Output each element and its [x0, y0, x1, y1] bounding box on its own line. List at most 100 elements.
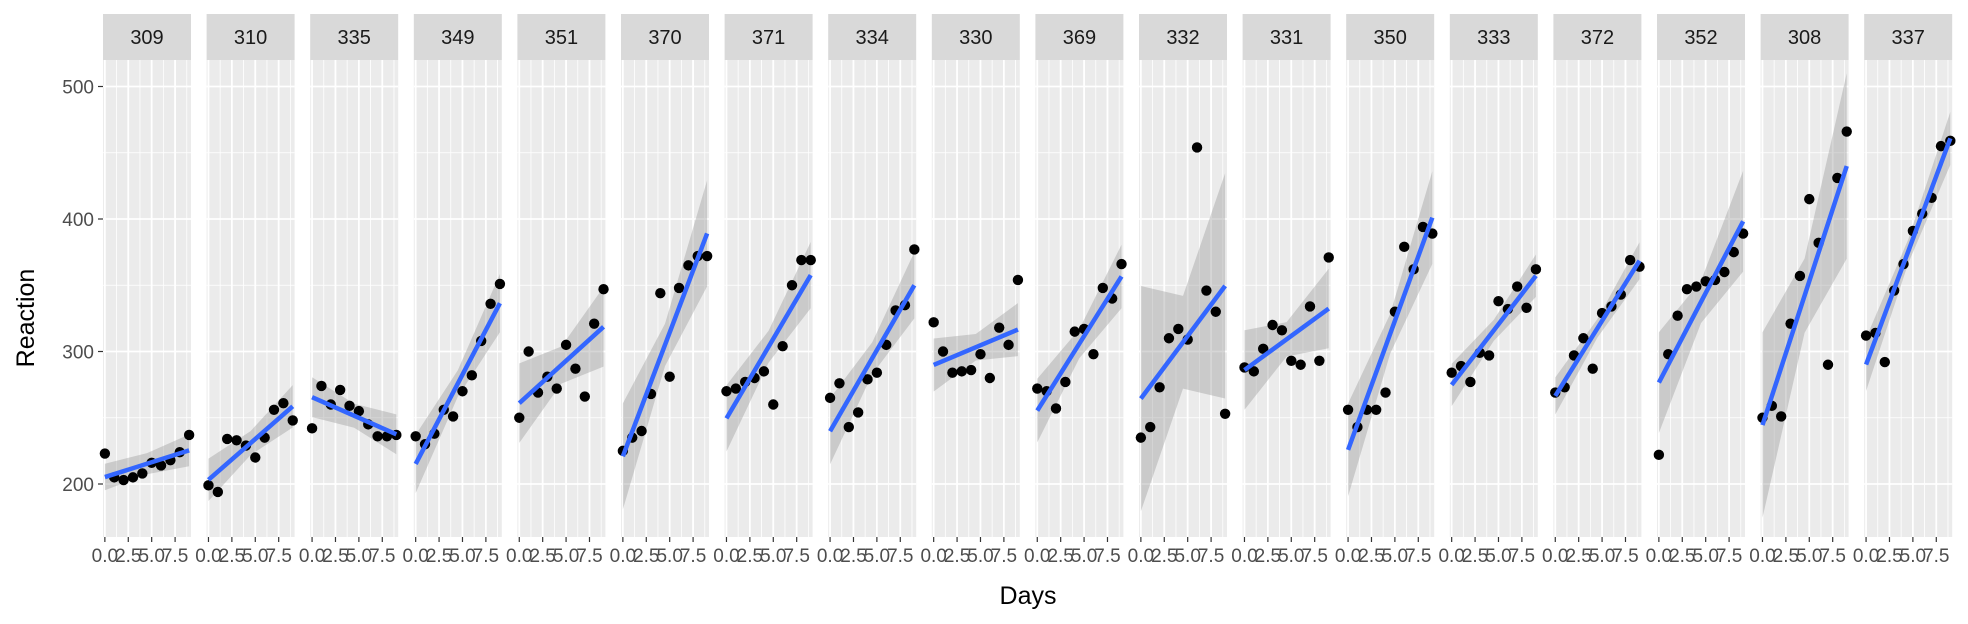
data-point [1775, 411, 1787, 422]
panel-background [1449, 60, 1538, 537]
data-point [1219, 408, 1231, 419]
x-tick-label: 7.5 [1301, 546, 1327, 567]
panel-background [1139, 60, 1227, 537]
data-point [278, 397, 289, 409]
facet-strip-label: 310 [234, 27, 267, 49]
data-point [212, 486, 224, 498]
data-point [1060, 376, 1071, 388]
panel-background [103, 60, 191, 537]
data-point [824, 392, 836, 404]
x-tick-label: 5.0 [1174, 546, 1200, 567]
fit-line [1243, 306, 1331, 372]
data-point [306, 423, 318, 434]
data-point [956, 366, 967, 377]
facet-strip [828, 14, 917, 60]
x-tick-label: 7.5 [473, 546, 499, 567]
x-tick-label: 5.0 [1278, 546, 1304, 567]
data-point [1370, 404, 1382, 415]
data-point [1154, 382, 1165, 393]
data-point [1521, 302, 1532, 313]
x-axis-title: Days [1000, 582, 1057, 610]
data-point [673, 282, 685, 294]
data-point [758, 366, 770, 377]
x-tick-label: 2.5 [633, 546, 659, 567]
facet-strip-label: 372 [1581, 27, 1614, 49]
data-point [410, 431, 421, 442]
x-tick-label: 5.0 [1589, 546, 1615, 567]
data-point [1935, 140, 1947, 152]
data-point [1841, 126, 1852, 137]
fit-line [1760, 165, 1849, 426]
data-point [268, 404, 280, 415]
facet-panel: 332 0.02.55.07.5 [1128, 14, 1231, 567]
data-point [1417, 221, 1429, 233]
data-point [1032, 383, 1043, 394]
x-tick-label: 0.0 [1335, 546, 1361, 567]
data-point [137, 468, 148, 479]
data-point [1446, 367, 1457, 378]
facet-strip [931, 14, 1020, 60]
data-point [1201, 285, 1212, 296]
fit-line [1553, 259, 1642, 398]
facet-panel: 370 0.02.55.07.5 [610, 14, 713, 567]
fit-line [1863, 137, 1953, 366]
data-point [372, 431, 383, 442]
data-point [588, 318, 600, 329]
facet-strip [103, 14, 191, 60]
y-tick-label: 400 [62, 210, 94, 231]
facet-panel: 310 0.02.55.07.5 [195, 14, 298, 567]
data-point [843, 421, 854, 433]
data-point [1681, 284, 1693, 295]
facet-strip-label: 335 [338, 27, 371, 49]
data-point [1088, 348, 1099, 360]
panel-background [517, 60, 606, 537]
facet-panel: 350 0.02.55.07.5 [1335, 14, 1438, 567]
x-tick-label: 5.0 [553, 546, 579, 567]
data-point [965, 364, 977, 376]
x-tick-label: 0.0 [610, 546, 636, 567]
data-point [777, 341, 788, 352]
data-point [1191, 142, 1203, 153]
facet-strip-label: 337 [1892, 27, 1925, 49]
data-point [1794, 270, 1806, 282]
data-point [1587, 363, 1598, 374]
x-tick-label: 7.5 [887, 546, 913, 567]
x-tick-label: 5.0 [1692, 546, 1718, 567]
x-tick-label: 7.5 [1819, 546, 1845, 567]
facet-strip-label: 334 [856, 27, 889, 49]
facet-strip-label: 331 [1270, 27, 1303, 49]
x-tick-label: 5.0 [656, 546, 682, 567]
x-tick-label: 5.0 [967, 546, 993, 567]
data-point [1295, 359, 1306, 370]
data-point [155, 460, 167, 471]
x-tick-label: 2.5 [944, 546, 970, 567]
facet-strip-label: 330 [959, 27, 992, 49]
x-tick-label: 7.5 [162, 546, 188, 567]
data-point [862, 374, 873, 385]
data-point [871, 367, 883, 378]
panel-background [1864, 60, 1953, 537]
x-tick-label: 0.0 [920, 546, 946, 567]
data-point [1493, 295, 1504, 307]
panel-background [1346, 60, 1435, 537]
data-point [523, 346, 534, 357]
data-point [551, 383, 562, 394]
x-tick-label: 7.5 [991, 546, 1017, 567]
data-point [683, 260, 694, 271]
data-point [909, 244, 920, 255]
y-axis: 200 300 400 500 [62, 78, 103, 496]
facet-strip-label: 349 [441, 27, 474, 49]
facet-strip-label: 351 [545, 27, 578, 49]
data-point [1012, 274, 1024, 286]
facet-strip [1346, 14, 1435, 60]
panel-background [1242, 60, 1331, 537]
x-tick-label: 5.0 [449, 546, 475, 567]
x-tick-label: 2.5 [1565, 546, 1591, 567]
facet-panel: 337 0.02.55.07.5 [1853, 14, 1956, 567]
data-point [344, 400, 355, 412]
data-point [457, 386, 468, 397]
fit-line [517, 325, 606, 405]
x-tick-label: 5.0 [242, 546, 268, 567]
data-point [1257, 343, 1269, 355]
